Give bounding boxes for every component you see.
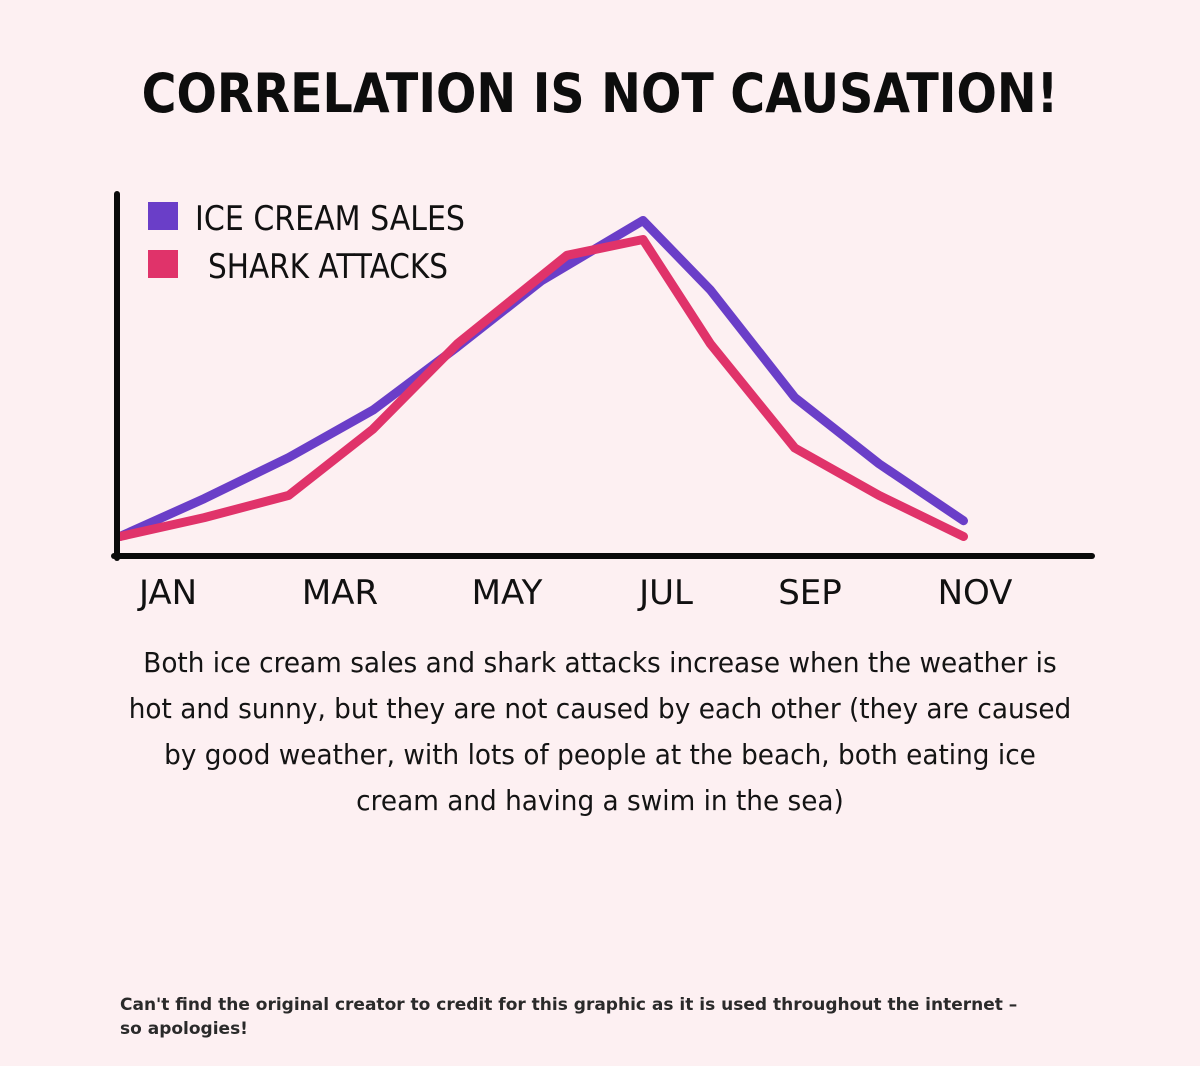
x-tick-label: JAN bbox=[137, 573, 197, 613]
legend-swatch-1 bbox=[148, 202, 178, 230]
legend-swatch-2 bbox=[148, 250, 178, 278]
legend-label-1: ICE CREAM SALES bbox=[195, 199, 465, 239]
line-chart: ICE CREAM SALES SHARK ATTACKS JAN MAR MAY JU… bbox=[111, 191, 1095, 613]
chart-legend: ICE CREAM SALES SHARK ATTACKS bbox=[148, 199, 465, 287]
series-line-shark-attacks bbox=[115, 235, 968, 541]
legend-label-2: SHARK ATTACKS bbox=[208, 247, 448, 287]
x-tick-labels: JAN MAR MAY JUL SEP NOV bbox=[137, 573, 1012, 613]
chart-caption: Both ice cream sales and shark attacks i… bbox=[128, 646, 1072, 817]
series-layer bbox=[115, 216, 968, 541]
chart-axes bbox=[111, 191, 1095, 561]
x-tick-label: NOV bbox=[938, 573, 1013, 613]
credit-note: Can't find the original creator to credi… bbox=[120, 995, 1018, 1039]
x-tick-label: JUL bbox=[637, 573, 693, 613]
x-tick-label: SEP bbox=[778, 573, 842, 613]
x-tick-label: MAY bbox=[472, 573, 543, 613]
chart-title: CORRELATION IS NOT CAUSATION! bbox=[141, 62, 1059, 125]
x-tick-label: MAR bbox=[302, 573, 378, 613]
